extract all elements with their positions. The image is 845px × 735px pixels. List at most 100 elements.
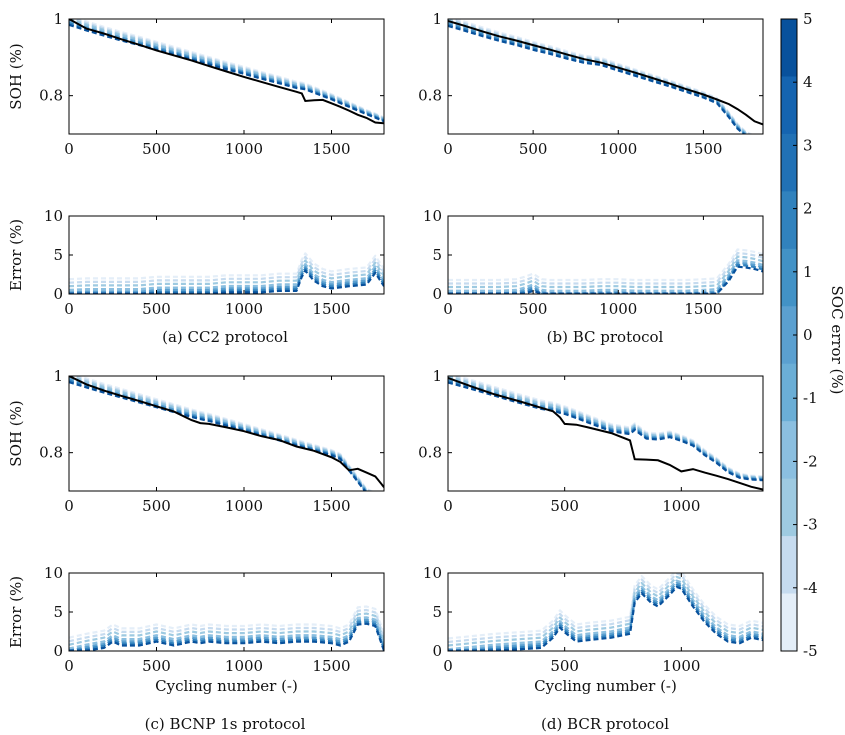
series-estimate-line	[448, 575, 763, 647]
x-tick-label: 500	[142, 657, 171, 675]
colorbar-tick-label: -1	[803, 389, 818, 407]
axes-frame	[68, 375, 385, 492]
caption-b: (b) BC protocol	[547, 328, 664, 346]
series-estimate-line	[448, 381, 763, 482]
caption-c: (c) BCNP 1s protocol	[145, 715, 306, 733]
y-tick-label: 10	[44, 564, 63, 582]
colorbar-segment	[781, 133, 797, 192]
y-tick-label: 10	[423, 207, 442, 225]
axes-frame	[68, 215, 385, 295]
x-tick-label: 1000	[225, 300, 263, 318]
colorbar-tick-label: -2	[803, 452, 818, 470]
series-estimate-line	[448, 573, 763, 640]
y-tick-label: 1	[432, 367, 442, 385]
y-tick-label: 5	[53, 246, 63, 264]
x-tick-label: 500	[550, 497, 579, 515]
x-tick-label: 1000	[662, 657, 700, 675]
y-tick-label: 0.8	[39, 87, 63, 105]
plot-area	[69, 19, 384, 125]
y-axis-label: SOH (%)	[7, 43, 25, 109]
x-tick-label: 500	[519, 140, 548, 158]
series-estimate-line	[69, 622, 384, 651]
y-tick-label: 5	[53, 603, 63, 621]
y-tick-label: 1	[53, 367, 63, 385]
series-estimate-line	[448, 252, 763, 285]
series-estimate-line	[69, 267, 384, 294]
colorbar-segment	[781, 593, 797, 652]
x-tick-label: 1000	[599, 140, 637, 158]
y-axis-label: Error (%)	[7, 576, 25, 648]
series-estimate-line	[448, 583, 763, 651]
chart-panel-c-soh: 0 500 1000 1500 0.8 1 SOH (%)	[7, 367, 385, 515]
y-tick-label: 1	[53, 10, 63, 28]
x-tick-label: 0	[64, 657, 74, 675]
series-estimate-line	[448, 581, 763, 651]
series-estimate-line	[69, 259, 384, 288]
series-reference-line	[448, 376, 763, 491]
colorbar-segment	[781, 248, 797, 307]
caption-d: (d) BCR protocol	[541, 715, 669, 733]
y-tick-label: 10	[423, 564, 442, 582]
x-tick-label: 0	[443, 497, 453, 515]
plot-area	[69, 252, 384, 294]
series-reference-line	[69, 19, 384, 125]
series-estimate-line	[70, 376, 373, 491]
plot-area	[69, 376, 384, 491]
y-tick-label: 0	[432, 642, 442, 660]
x-tick-label: 500	[550, 657, 579, 675]
x-tick-label: 500	[142, 140, 171, 158]
y-axis-label: Error (%)	[7, 219, 25, 291]
series-estimate-line	[69, 612, 384, 646]
series-estimate-line	[448, 261, 763, 294]
x-tick-label: 0	[64, 140, 74, 158]
colorbar-segment	[781, 76, 797, 135]
series-reference-line	[69, 376, 384, 488]
colorbar-tick-label: -4	[803, 579, 818, 597]
x-tick-label: 0	[443, 140, 453, 158]
plot-area	[69, 605, 384, 651]
axes-frame	[447, 18, 764, 135]
x-tick-label: 1500	[312, 497, 350, 515]
x-tick-label: 1500	[684, 300, 722, 318]
y-tick-label: 1	[432, 10, 442, 28]
x-tick-label: 1500	[312, 657, 350, 675]
x-axis-label: Cycling number (-)	[534, 677, 677, 695]
series-estimate-line	[69, 381, 367, 491]
x-axis-label: Cycling number (-)	[155, 677, 298, 695]
axes-frame	[447, 375, 764, 492]
series-estimate-line	[69, 252, 384, 281]
y-tick-label: 0	[53, 285, 63, 303]
colorbar-segment	[781, 536, 797, 595]
series-estimate-line	[69, 376, 370, 491]
colorbar-tick-label: -3	[803, 516, 818, 534]
chart-panel-b-soh: 0 500 1000 1500 0.8 1	[418, 10, 764, 158]
colorbar-segment	[781, 19, 797, 77]
series-estimate-line	[448, 259, 763, 293]
y-tick-label: 0.8	[418, 444, 442, 462]
x-tick-label: 1000	[662, 497, 700, 515]
x-tick-label: 0	[64, 300, 74, 318]
plot-area	[448, 573, 763, 651]
series-estimate-line	[69, 23, 384, 123]
y-tick-label: 0	[53, 642, 63, 660]
colorbar-segment	[781, 191, 797, 250]
series-estimate-line	[448, 585, 763, 651]
x-tick-label: 500	[142, 497, 171, 515]
series-estimate-line	[69, 263, 384, 292]
colorbar-segment	[781, 478, 797, 537]
colorbar-tick-label: 1	[803, 263, 813, 281]
colorbar: 5 4 3 2 1 0 -1 -2 -3 -4 -5	[780, 10, 818, 660]
chart-panel-d-soh: 0 500 1000 0.8 1	[418, 367, 764, 515]
colorbar-label: SOC error (%)	[828, 286, 845, 395]
y-axis-label: SOH (%)	[7, 400, 25, 466]
chart-panel-b-error: 0 500 1000 1500 0 5 10	[423, 207, 764, 318]
series-estimate-line	[448, 23, 747, 134]
chart-panel-c-error: 0 500 1000 1500 0 5 10 Error (%) Cycling number …	[7, 564, 385, 695]
x-tick-label: 0	[443, 300, 453, 318]
colorbar-tick-label: 5	[803, 10, 813, 28]
x-tick-label: 1000	[599, 300, 637, 318]
chart-panel-d-error: 0 500 1000 0 5 10 Cycling number (-)	[423, 564, 764, 695]
series-estimate-line	[69, 605, 384, 639]
x-tick-label: 0	[443, 657, 453, 675]
